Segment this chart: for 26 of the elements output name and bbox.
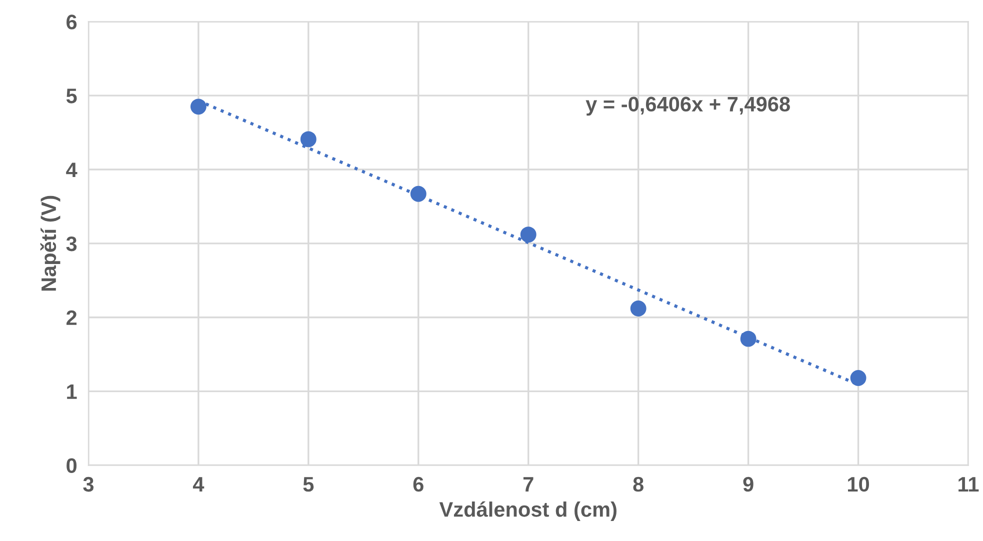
annotation: y = -0,6406x + 7,4968 <box>586 96 790 116</box>
y-axis-title: Napětí (V) <box>40 196 60 291</box>
y-tick-label: 5 <box>66 88 77 104</box>
point <box>850 370 866 386</box>
x-tick-label: 11 <box>958 477 979 492</box>
point <box>300 131 316 148</box>
y-tick-label: 4 <box>66 162 78 178</box>
x-tick-label: 5 <box>303 477 314 492</box>
y-tick-label: 3 <box>66 236 77 252</box>
point <box>740 330 756 347</box>
x-tick-label: 3 <box>83 476 94 492</box>
x-tick-label: 7 <box>523 477 534 492</box>
point <box>520 226 536 243</box>
y-tick-label: 0 <box>66 458 77 474</box>
y-tick-label: 1 <box>67 384 77 399</box>
x-tick-label: 4 <box>192 477 204 492</box>
point <box>190 98 206 115</box>
x-axis-title: Vzdálenost d (cm) <box>439 501 616 521</box>
x-tick-label: 9 <box>743 476 754 492</box>
y-tick-label: 6 <box>66 14 77 30</box>
x-tick-label: 6 <box>413 476 424 492</box>
point <box>410 186 426 202</box>
x-tick-label: 10 <box>848 476 870 492</box>
x-tick-label: 8 <box>633 476 644 492</box>
y-tick-label: 2 <box>66 310 77 325</box>
point <box>630 300 646 316</box>
